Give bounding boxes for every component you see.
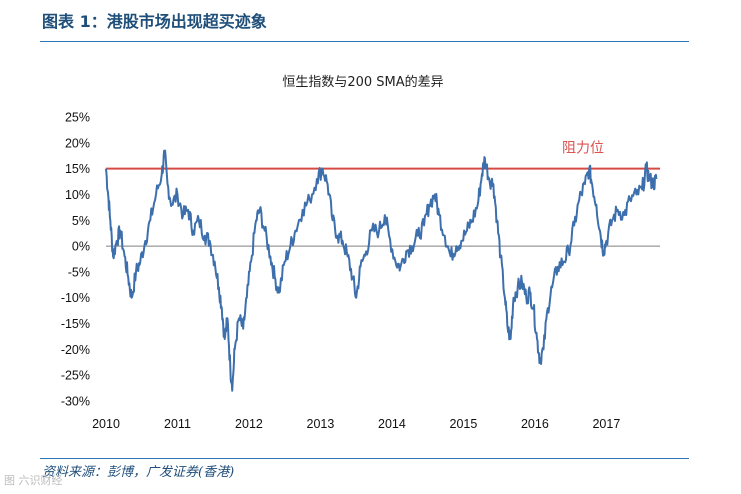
bottom-divider: [40, 458, 689, 459]
x-tick-label: 2011: [164, 417, 191, 431]
figure-title: 图表 1：港股市场出现超买迹象: [42, 12, 267, 31]
top-divider: [40, 41, 689, 42]
series-line: [105, 149, 658, 392]
watermark: 图 六识财经: [4, 474, 63, 487]
x-tick-label: 2016: [521, 417, 549, 431]
x-tick-label: 2012: [235, 417, 263, 431]
y-tick-label: -25%: [61, 369, 90, 383]
y-tick-label: -30%: [61, 395, 90, 409]
y-tick-label: -15%: [61, 317, 90, 331]
y-tick-label: -20%: [61, 343, 90, 357]
chart-title: 恒生指数与200 SMA的差异: [282, 74, 443, 90]
x-tick-label: 2013: [307, 417, 335, 431]
y-tick-label: 10%: [65, 188, 90, 202]
x-tick-label: 2017: [592, 417, 620, 431]
resistance-label: 阻力位: [562, 141, 604, 157]
y-tick-label: -5%: [68, 265, 90, 279]
x-tick-label: 2014: [378, 417, 406, 431]
x-axis: 2010 2011 2012 2013 2014 2015 2016 2017: [92, 417, 620, 431]
y-axis: 25% 20% 15% 10% 5% 0% -5% -10% -15% -20% -25% -30%: [61, 111, 90, 409]
x-tick-label: 2010: [92, 417, 120, 431]
y-tick-label: 0%: [72, 240, 90, 254]
y-tick-label: 25%: [65, 111, 90, 125]
source-note: 资料来源：彭博，广发证券(香港): [42, 465, 235, 480]
y-tick-label: 20%: [65, 136, 90, 150]
y-tick-label: 15%: [65, 162, 90, 176]
x-tick-label: 2015: [450, 417, 478, 431]
y-tick-label: -10%: [61, 291, 90, 305]
y-tick-label: 5%: [72, 214, 90, 228]
